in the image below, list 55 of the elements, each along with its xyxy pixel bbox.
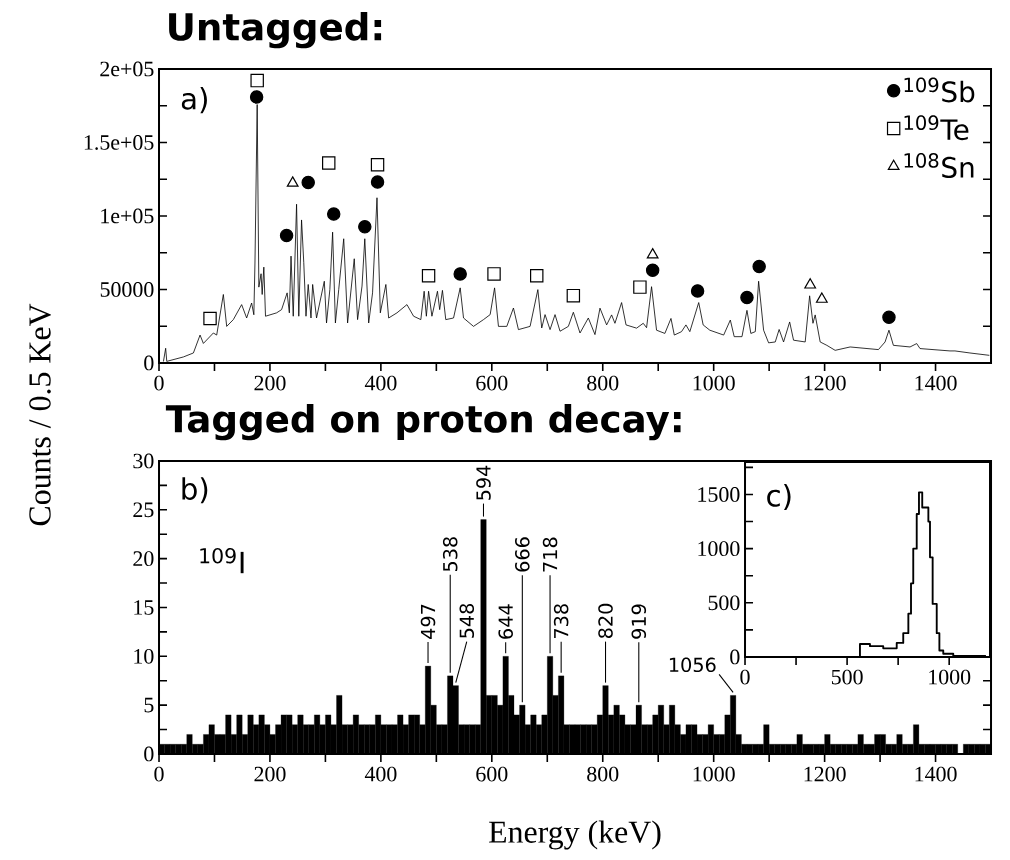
annotation: b)	[182, 477, 208, 504]
y-tick-label: 2e+05	[100, 61, 154, 77]
x-tick-label: 0	[740, 669, 750, 685]
y-tick-label: 5	[144, 697, 154, 713]
annotation: 666	[515, 537, 530, 572]
annotation: 738	[553, 604, 569, 638]
legend-label: $^{108}$Sn	[904, 153, 974, 178]
annotation: 820	[598, 603, 613, 639]
y-tick-label: 0	[144, 746, 154, 762]
x-tick-label: 0	[154, 766, 164, 782]
annotation: 594	[476, 465, 491, 500]
x-tick-label: 600	[476, 766, 508, 782]
legend-label: $^{109}$Sb	[904, 77, 975, 103]
x-tick-label: 800	[587, 766, 619, 782]
annotation: c)	[767, 484, 791, 511]
y-tick-label: 30	[133, 453, 154, 469]
annotation: 919	[631, 604, 647, 639]
annotation: $^{109}$I	[200, 548, 244, 574]
x-tick-label: 0	[154, 375, 164, 391]
annotation: 1056	[669, 657, 716, 673]
chart-title: Untagged:	[169, 12, 382, 49]
annotation: 497	[420, 604, 436, 639]
y-tick-label: 500	[708, 595, 740, 611]
y-tick-label: 20	[133, 551, 154, 567]
y-axis-title: Counts / 0.5 KeV	[29, 303, 51, 526]
chart-title: Tagged on proton decay:	[165, 404, 681, 441]
x-tick-label: 600	[476, 375, 508, 391]
x-tick-label: 400	[364, 375, 397, 391]
legend-label: $^{109}$Te	[904, 115, 969, 141]
annotation: 644	[498, 604, 513, 639]
x-tick-label: 1000	[929, 669, 971, 685]
y-tick-label: 0	[730, 649, 740, 665]
y-tick-label: 25	[133, 502, 154, 518]
y-tick-label: 1000	[698, 541, 740, 557]
x-tick-label: 1200	[804, 766, 846, 782]
y-tick-label: 50000	[100, 282, 154, 297]
x-axis-title: Energy (keV)	[489, 820, 661, 850]
x-tick-label: 1400	[915, 766, 957, 782]
x-tick-label: 200	[254, 766, 286, 782]
annotation: 548	[459, 603, 475, 638]
x-tick-label: 1400	[915, 375, 957, 391]
x-tick-label: 1200	[804, 375, 846, 391]
x-tick-label: 200	[254, 375, 286, 391]
y-tick-label: 1500	[698, 487, 740, 502]
annotation: 718	[542, 537, 558, 572]
y-tick-label: 15	[134, 600, 154, 615]
x-tick-label: 800	[587, 375, 619, 391]
x-tick-label: 400	[364, 766, 397, 782]
y-tick-label: 0	[144, 355, 154, 371]
annotation: 538	[442, 537, 458, 572]
y-tick-label: 1e+05	[101, 208, 154, 224]
y-tick-label: 1.5e+05	[84, 135, 154, 150]
y-tick-label: 10	[134, 648, 154, 664]
x-tick-label: 500	[831, 669, 863, 685]
annotation: a)	[181, 87, 207, 114]
